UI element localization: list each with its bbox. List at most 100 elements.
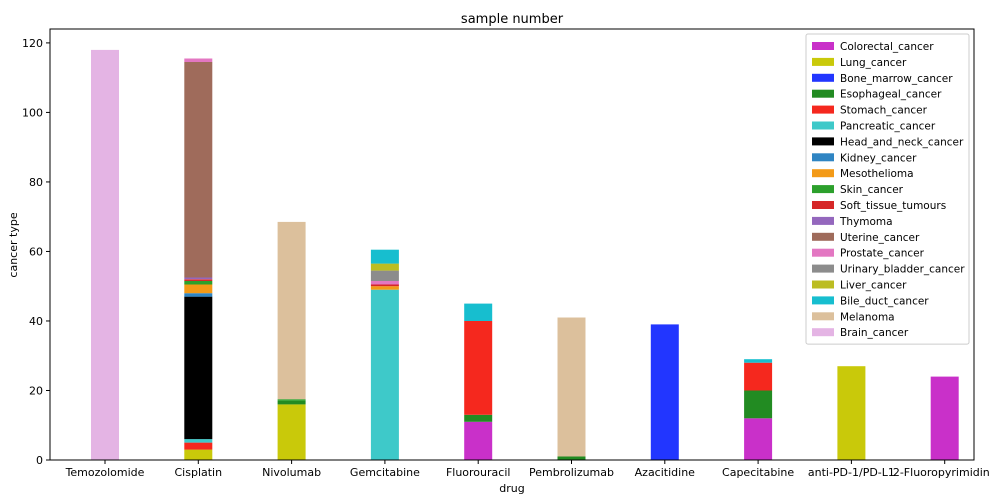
legend-frame [805,33,970,345]
bar-segment-gemcitabine-bile-duct-cancer [370,249,399,264]
legend-swatch-bone-marrow-cancer [812,73,834,82]
legend-swatch-skin-cancer [812,185,834,194]
bar-segment-cisplatin-mesothelioma [184,284,213,294]
legend-label-liver-cancer: Liver_cancer [840,280,907,292]
x-tick-label: Nivolumab [262,466,321,479]
bar-segment-fluorouracil-bile-duct-cancer [464,303,493,321]
legend-label-colorectal-cancer: Colorectal_cancer [840,41,934,53]
bar-segment-fluorouracil-colorectal-cancer [464,421,493,460]
bar-segment-cisplatin-uterine-cancer [184,62,213,278]
y-tick-label: 20 [29,384,43,397]
x-tick-label: Pembrolizumab [529,466,614,479]
bar-segment-nivolumab-esophageal-cancer [277,400,306,405]
y-axis: 0 20 40 60 80 100 120 [22,37,50,467]
legend-swatch-thymoma [812,216,834,225]
legend-label-urinary-bladder-cancer: Urinary_bladder_cancer [840,264,965,276]
legend-label-thymoma: Thymoma [839,216,893,228]
bar-segment-capecitabine-colorectal-cancer [744,418,773,460]
x-axis: Temozolomide Cisplatin Nivolumab Gemcitabin… [65,460,989,479]
legend-swatch-urinary-bladder-cancer [812,264,834,273]
bar-segment-nivolumab-skin-cancer [277,399,306,401]
bar-segment-cisplatin-soft-tissue-tumours [184,279,213,281]
bar-segment-cisplatin-skin-cancer [184,281,213,285]
x-tick-label: Gemcitabine [350,466,420,479]
y-tick-label: 120 [22,37,43,50]
legend-label-pancreatic-cancer: Pancreatic_cancer [840,121,936,133]
legend-label-prostate-cancer: Prostate_cancer [840,248,925,260]
legend-swatch-prostate-cancer [812,248,834,257]
legend-swatch-melanoma [812,312,834,321]
legend-swatch-colorectal-cancer [812,42,834,50]
y-tick-label: 40 [29,315,43,328]
legend-label-skin-cancer: Skin_cancer [840,184,904,196]
plot-frame [49,28,975,461]
bar-segment-fluorouracil-esophageal-cancer [464,414,493,422]
x-tick-label: Fluorouracil [446,466,511,479]
legend-swatch-uterine-cancer [812,232,834,241]
bar-segment-gemcitabine-liver-cancer [370,263,399,271]
legend-swatch-kidney-cancer [812,153,834,162]
y-tick-label: 100 [22,106,43,119]
bar-segment-temozolomide-brain-cancer [91,49,119,461]
legend-swatch-head-and-neck-cancer [812,137,834,146]
y-tick-label: 60 [29,245,43,258]
bar-segment-gemcitabine-prostate-cancer [370,281,399,285]
legend-label-soft-tissue-tumours: Soft_tissue_tumours [840,200,946,212]
legend-label-brain-cancer: Brain_cancer [840,327,909,339]
legend-swatch-liver-cancer [812,280,834,289]
legend-swatch-bile-duct-cancer [812,296,834,305]
bar-segment-pembrolizumab-esophageal-cancer [557,456,586,460]
legend-label-lung-cancer: Lung_cancer [840,57,907,69]
bar-segment-anti-pd-1-pd-l1-lung-cancer [837,366,866,460]
bar-segment-capecitabine-bile-duct-cancer [744,359,773,363]
legend-swatch-brain-cancer [812,328,834,337]
legend-swatch-pancreatic-cancer [812,121,834,130]
bar-segment-2-fluoropyrimidine-colorectal-cancer [930,376,959,460]
y-tick-label: 80 [29,176,43,189]
chart-title: sample number [461,12,564,27]
bar-segment-azacitidine-bone-marrow-cancer [650,324,679,460]
x-tick-label: Cisplatin [175,466,223,479]
bars-layer [91,49,959,461]
x-tick-label: Azacitidine [635,466,696,479]
bar-segment-nivolumab-melanoma [277,221,306,400]
legend-label-esophageal-cancer: Esophageal_cancer [840,89,942,101]
legend-label-stomach-cancer: Stomach_cancer [840,105,928,117]
bar-segment-cisplatin-thymoma [184,277,213,280]
x-tick-label: Capecitabine [722,466,794,479]
bar-segment-cisplatin-pancreatic-cancer [184,439,213,443]
bar-segment-capecitabine-stomach-cancer [744,362,773,391]
legend-label-mesothelioma: Mesothelioma [840,168,914,180]
bar-segment-cisplatin-prostate-cancer [184,58,213,62]
bar-segment-fluorouracil-stomach-cancer [464,321,493,415]
bar-segment-gemcitabine-pancreatic-cancer [370,289,399,460]
bar-segment-cisplatin-lung-cancer [184,449,213,460]
legend-swatch-stomach-cancer [812,105,834,114]
bar-segment-nivolumab-lung-cancer [277,404,306,460]
x-tick-label: anti-PD-1/PD-L1 [808,466,895,479]
bar-segment-cisplatin-head-and-neck-cancer [184,296,213,440]
bar-segment-cisplatin-stomach-cancer [184,442,213,450]
legend-label-kidney-cancer: Kidney_cancer [840,152,917,164]
bar-segment-gemcitabine-urinary-bladder-cancer [370,270,399,281]
legend-label-uterine-cancer: Uterine_cancer [840,232,920,244]
x-axis-label: drug [499,482,524,495]
y-tick-label: 0 [36,454,43,467]
legend: Colorectal_cancer Lung_cancer Bone_marrow_… [805,33,970,345]
bar-segment-capecitabine-esophageal-cancer [744,390,773,419]
y-axis-label: cancer type [7,212,20,277]
bar-segment-gemcitabine-soft-tissue-tumours [370,284,399,287]
bar-segment-pembrolizumab-melanoma [557,317,586,457]
legend-swatch-mesothelioma [812,169,834,178]
legend-swatch-soft-tissue-tumours [812,201,834,209]
legend-swatch-lung-cancer [812,57,834,66]
bar-segment-gemcitabine-mesothelioma [370,286,399,290]
legend-swatch-esophageal-cancer [812,89,834,98]
legend-label-melanoma: Melanoma [840,311,895,323]
x-tick-label: 2-Fluoropyrimidine [893,466,989,479]
legend-label-bone-marrow-cancer: Bone_marrow_cancer [840,73,953,85]
legend-label-head-and-neck-cancer: Head_and_neck_cancer [840,136,964,148]
x-tick-label: Temozolomide [65,466,145,479]
legend-label-bile-duct-cancer: Bile_duct_cancer [840,295,929,307]
